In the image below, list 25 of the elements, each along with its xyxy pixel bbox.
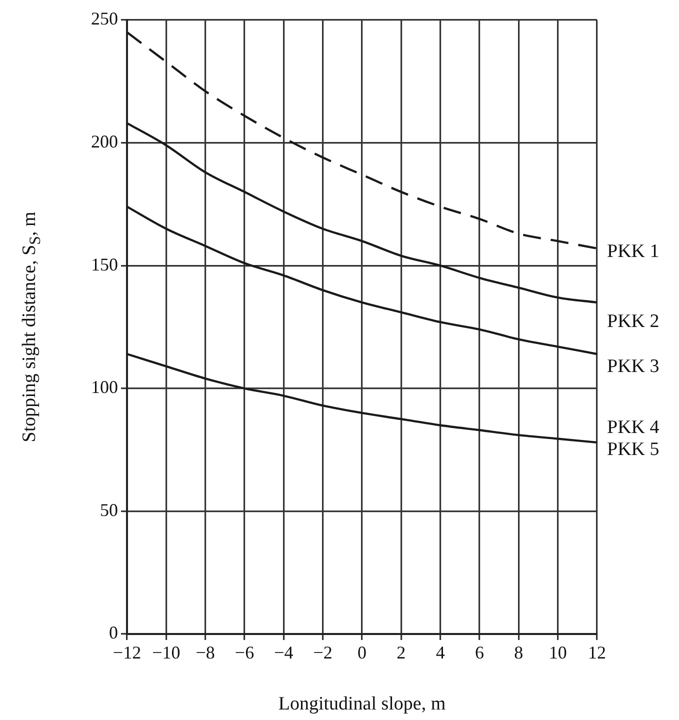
x-tick-label: −4 [274,642,294,663]
text: PKK 5 [607,438,660,460]
x-tick-label: 8 [514,642,524,663]
text: PKK 4 [607,416,660,438]
x-tick-label: 6 [475,642,484,663]
x-axis-title: Longitudinal slope, m [278,694,446,715]
x-tick-label: −12 [112,642,142,663]
y-tick-label: 0 [109,622,118,643]
x-tick-label: −2 [313,642,332,663]
y-tick-label: 100 [91,377,118,398]
x-tick-label: 0 [358,642,366,663]
y-tick-label: 200 [91,132,118,152]
x-tick-label: −10 [152,642,180,663]
x-tick-label: 12 [588,642,606,663]
x-tick-label: −8 [196,642,215,663]
x-tick-label: 10 [548,642,567,663]
y-tick-label: 250 [91,8,118,29]
x-tick-label: 2 [396,642,406,663]
text: PKK 2 [607,310,660,332]
text: PKK 1 [607,240,660,262]
y-tick-label: 150 [91,254,118,274]
text: PKK 3 [607,356,660,377]
y-tick-label: 50 [100,500,118,520]
x-tick-label: 4 [436,642,445,663]
x-tick-label: −6 [234,642,254,663]
